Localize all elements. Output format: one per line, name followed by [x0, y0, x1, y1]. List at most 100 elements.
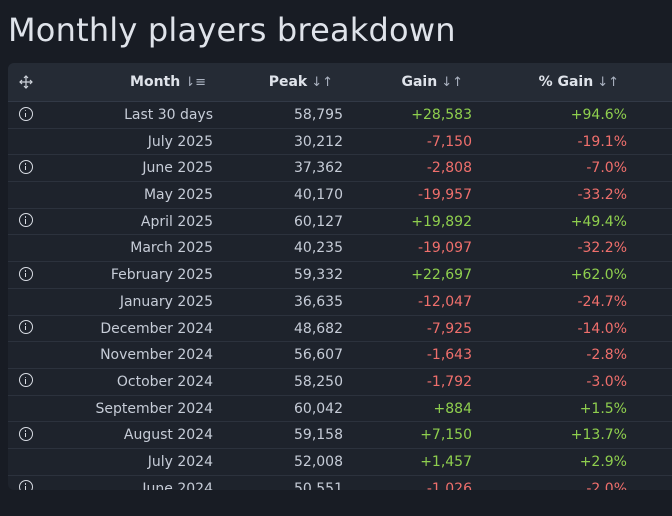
peak-cell: 30,212	[294, 133, 343, 150]
pct-gain-cell: +62.0%	[570, 267, 627, 284]
row-info-cell[interactable]	[16, 369, 36, 395]
row-info-cell[interactable]	[16, 209, 36, 235]
gain-cell: +22,697	[411, 267, 472, 284]
info-circle-icon[interactable]	[19, 159, 33, 174]
column-header-peak[interactable]: Peak ↓↑	[8, 63, 333, 101]
month-cell: November 2024	[100, 347, 213, 364]
info-circle-icon[interactable]	[19, 106, 33, 121]
table-row: September 2024 60,042 +884 +1.5%	[8, 396, 672, 423]
row-info-cell[interactable]	[16, 102, 36, 128]
column-header-pct-gain-label: % Gain	[538, 74, 594, 90]
peak-cell: 59,158	[294, 427, 343, 444]
month-cell: April 2025	[140, 213, 213, 230]
gain-cell: +19,892	[411, 213, 472, 230]
sort-icon: ↓↑	[441, 75, 463, 90]
info-circle-icon[interactable]	[19, 426, 33, 441]
table-row: October 2024 58,250 -1,792 -3.0%	[8, 369, 672, 396]
column-header-month-label: Month	[130, 74, 181, 90]
players-table: Month ⇂≡ Peak ↓↑ Gain ↓↑ % Gain ↓↑ Last 30 d…	[8, 63, 672, 490]
month-cell: October 2024	[116, 373, 213, 390]
gain-cell: -7,150	[426, 133, 472, 150]
row-info-cell[interactable]	[16, 155, 36, 181]
info-circle-icon[interactable]	[19, 213, 33, 228]
pct-gain-cell: -2.0%	[586, 480, 627, 490]
pct-gain-cell: -19.1%	[577, 133, 627, 150]
gain-cell: +7,150	[420, 427, 472, 444]
row-info-cell[interactable]	[16, 262, 36, 288]
month-cell: March 2025	[130, 240, 213, 257]
peak-cell: 36,635	[294, 293, 343, 310]
pct-gain-cell: -14.0%	[577, 320, 627, 337]
gain-cell: -1,643	[426, 347, 472, 364]
pct-gain-cell: +1.5%	[579, 400, 627, 417]
pct-gain-cell: +13.7%	[570, 427, 627, 444]
row-info-cell[interactable]	[16, 422, 36, 448]
month-cell: December 2024	[100, 320, 213, 337]
pct-gain-cell: +94.6%	[570, 107, 627, 123]
month-cell: January 2025	[119, 293, 213, 310]
row-info-cell[interactable]	[16, 316, 36, 342]
month-cell: May 2025	[143, 187, 213, 204]
table-row: Last 30 days 58,795 +28,583 +94.6%	[8, 102, 672, 129]
info-circle-icon[interactable]	[19, 266, 33, 281]
table-row: July 2025 30,212 -7,150 -19.1%	[8, 129, 672, 156]
peak-cell: 48,682	[294, 320, 343, 337]
month-cell: September 2024	[95, 400, 213, 417]
gain-cell: -12,047	[417, 293, 472, 310]
info-circle-icon[interactable]	[19, 373, 33, 388]
gain-cell: +884	[433, 400, 472, 417]
pct-gain-cell: +2.9%	[579, 453, 627, 470]
pct-gain-cell: -32.2%	[577, 240, 627, 257]
peak-cell: 40,170	[294, 187, 343, 204]
column-header-pct-gain[interactable]: % Gain ↓↑	[8, 63, 619, 101]
page-title: Monthly players breakdown	[8, 11, 456, 49]
gain-cell: -2,808	[426, 160, 472, 177]
row-info-cell[interactable]	[16, 476, 36, 490]
peak-cell: 50,551	[294, 480, 343, 490]
column-header-month[interactable]: Month ⇂≡	[8, 63, 206, 101]
sort-icon: ↓↑	[597, 75, 619, 90]
table-header: Month ⇂≡ Peak ↓↑ Gain ↓↑ % Gain ↓↑	[8, 63, 672, 102]
pct-gain-cell: -24.7%	[577, 293, 627, 310]
table-row: May 2025 40,170 -19,957 -33.2%	[8, 182, 672, 209]
pct-gain-cell: -2.8%	[586, 347, 627, 364]
month-cell: July 2025	[147, 133, 213, 150]
table-row: January 2025 36,635 -12,047 -24.7%	[8, 289, 672, 316]
table-row: February 2025 59,332 +22,697 +62.0%	[8, 262, 672, 289]
month-cell: June 2024	[142, 480, 213, 490]
gain-cell: +1,457	[420, 453, 472, 470]
drag-handle-icon[interactable]	[16, 63, 36, 101]
column-header-peak-label: Peak	[268, 74, 308, 90]
gain-cell: +28,583	[411, 107, 472, 123]
peak-cell: 58,250	[294, 373, 343, 390]
table-row: August 2024 59,158 +7,150 +13.7%	[8, 422, 672, 449]
pct-gain-cell: -3.0%	[586, 373, 627, 390]
gain-cell: -1,792	[426, 373, 472, 390]
peak-cell: 40,235	[294, 240, 343, 257]
info-circle-icon[interactable]	[19, 480, 33, 490]
month-cell: August 2024	[123, 427, 213, 444]
month-cell: Last 30 days	[124, 107, 213, 123]
month-cell: June 2025	[142, 160, 213, 177]
month-cell: February 2025	[110, 267, 213, 284]
gain-cell: -1,026	[426, 480, 472, 490]
month-cell: July 2024	[147, 453, 213, 470]
move-arrows-icon	[19, 75, 33, 89]
table-row: July 2024 52,008 +1,457 +2.9%	[8, 449, 672, 476]
gain-cell: -19,097	[417, 240, 472, 257]
peak-cell: 59,332	[294, 267, 343, 284]
pct-gain-cell: -7.0%	[586, 160, 627, 177]
peak-cell: 58,795	[294, 107, 343, 123]
peak-cell: 56,607	[294, 347, 343, 364]
sort-icon: ↓↑	[311, 75, 333, 90]
table-body: Last 30 days 58,795 +28,583 +94.6% July 2025…	[8, 102, 672, 490]
table-row: June 2025 37,362 -2,808 -7.0%	[8, 155, 672, 183]
peak-cell: 37,362	[294, 160, 343, 177]
info-circle-icon[interactable]	[19, 320, 33, 334]
table-row: December 2024 48,682 -7,925 -14.0%	[8, 316, 672, 343]
column-header-gain[interactable]: Gain ↓↑	[8, 63, 463, 101]
peak-cell: 52,008	[294, 453, 343, 470]
table-row: March 2025 40,235 -19,097 -32.2%	[8, 235, 672, 263]
column-header-gain-label: Gain	[401, 74, 438, 90]
gain-cell: -7,925	[426, 320, 472, 337]
